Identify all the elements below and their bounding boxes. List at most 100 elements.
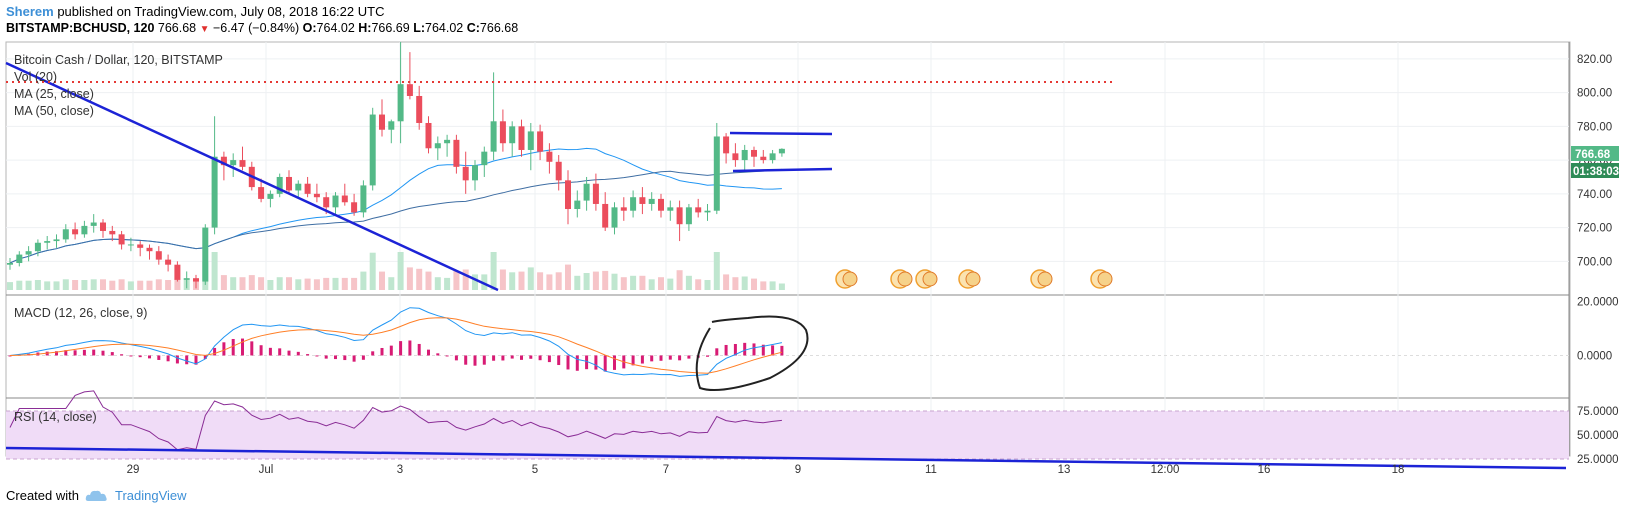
candle-body <box>388 121 395 130</box>
x-tick-label: Jul <box>259 464 274 476</box>
candle-body <box>81 225 88 235</box>
volume-bar <box>379 271 385 290</box>
volume-bar <box>16 280 23 290</box>
economic-events[interactable] <box>835 269 1113 289</box>
volume-bar <box>611 273 618 290</box>
volume-bar <box>648 279 655 290</box>
candle-body <box>778 148 785 154</box>
last-price: 766.68 <box>157 21 197 35</box>
x-tick-label: 16 <box>1258 464 1271 476</box>
event-flag-icon <box>1097 271 1113 287</box>
candle-body <box>472 165 478 181</box>
macd-tick-label: 0.0000 <box>1577 350 1612 362</box>
volume-bar <box>90 279 97 290</box>
drawings[interactable] <box>5 61 1567 470</box>
volume-bar <box>230 277 237 290</box>
macd-histogram-bar <box>408 340 412 356</box>
volume-bar <box>602 270 609 290</box>
macd-histogram-bar <box>520 355 523 360</box>
candle-body <box>406 84 413 96</box>
macd-histogram-bar <box>110 352 114 356</box>
price-badge <box>1571 146 1619 161</box>
channel-top-line <box>729 131 833 136</box>
candle-body <box>546 151 553 162</box>
macd-histogram-bar <box>73 350 77 356</box>
candle-body <box>137 244 144 248</box>
candle-body <box>602 203 609 228</box>
volume-bar <box>462 269 469 290</box>
volume-bar <box>341 277 348 290</box>
macd-histogram-bar <box>733 343 737 356</box>
macd-histogram-bar <box>761 344 765 356</box>
candle-body <box>434 143 441 149</box>
grid <box>6 42 1569 456</box>
open-value: 764.02 <box>316 21 355 35</box>
highlight-circle <box>695 315 809 391</box>
x-tick-label: 18 <box>1392 464 1405 476</box>
macd-histogram-bar <box>231 338 235 356</box>
candle-body <box>118 234 125 245</box>
published-text: published on TradingView.com, July 08, 2… <box>57 4 385 19</box>
macd-histogram-bar <box>222 342 226 356</box>
tradingview-link[interactable]: TradingView <box>114 488 187 503</box>
chart-frame <box>5 41 1571 457</box>
candle-body <box>341 195 348 203</box>
volume-bar <box>351 277 358 290</box>
macd-histogram-bar <box>529 355 533 359</box>
candle-body <box>211 156 218 228</box>
volume-bar <box>713 252 720 290</box>
volume-bar <box>397 252 404 290</box>
candle-body <box>379 114 385 130</box>
macd-histogram-bar <box>194 355 198 365</box>
volume-bar <box>81 280 88 290</box>
author-name[interactable]: Sherem <box>6 4 54 19</box>
low-label: L: <box>413 21 425 35</box>
macd-histogram-bar <box>668 355 672 360</box>
legend-ma25: MA (25, close) <box>14 87 94 101</box>
candle-body <box>499 121 506 144</box>
volume-bar <box>667 278 674 290</box>
macd-histogram-bar <box>585 355 589 370</box>
macd-histogram-bar <box>473 355 477 366</box>
volume-bar <box>537 272 544 290</box>
macd-tick-label: 20.0000 <box>1577 296 1619 308</box>
rsi-tick-label: 25.0000 <box>1577 454 1619 466</box>
event-flag-icon <box>965 271 981 287</box>
macd-histogram-bar <box>315 355 319 357</box>
candle-body <box>100 222 106 231</box>
y-tick-label: 820.00 <box>1577 54 1612 66</box>
rsi-tick-label: 50.0000 <box>1577 430 1619 442</box>
macd-histogram-bar <box>724 344 728 356</box>
candle-body <box>276 176 283 194</box>
candle-body <box>351 202 358 213</box>
volume-bar <box>546 274 553 290</box>
macd-histogram-bar <box>213 347 217 356</box>
volume-bar <box>434 277 441 290</box>
candle-body <box>193 278 199 282</box>
candle-body <box>62 229 69 240</box>
x-tick-label: 13 <box>1058 464 1071 476</box>
volume-bar <box>741 276 748 290</box>
volume-bar <box>165 280 172 290</box>
macd-histogram-bar <box>287 350 291 356</box>
candle-body <box>183 278 190 280</box>
rsi-trendline <box>5 446 1567 470</box>
macd-histogram-bar <box>594 355 598 370</box>
macd-histogram-bar <box>631 355 635 366</box>
candle-body <box>741 149 748 161</box>
event-flag-icon <box>1037 271 1053 287</box>
macd-histogram-bar <box>603 355 607 372</box>
macd-histogram-bar <box>64 350 68 356</box>
volume-bar <box>313 279 320 290</box>
macd-histogram-bar <box>371 351 375 356</box>
candle-body <box>304 183 311 194</box>
macd-histogram-bar <box>166 355 170 362</box>
macd-histogram-bar <box>771 345 775 356</box>
y-tick-label: 740.00 <box>1577 189 1612 201</box>
volume-bar <box>276 277 283 290</box>
volume-bar <box>62 279 69 290</box>
candle-body <box>760 156 767 161</box>
volume-bar <box>472 274 478 290</box>
candle-body <box>751 149 757 157</box>
